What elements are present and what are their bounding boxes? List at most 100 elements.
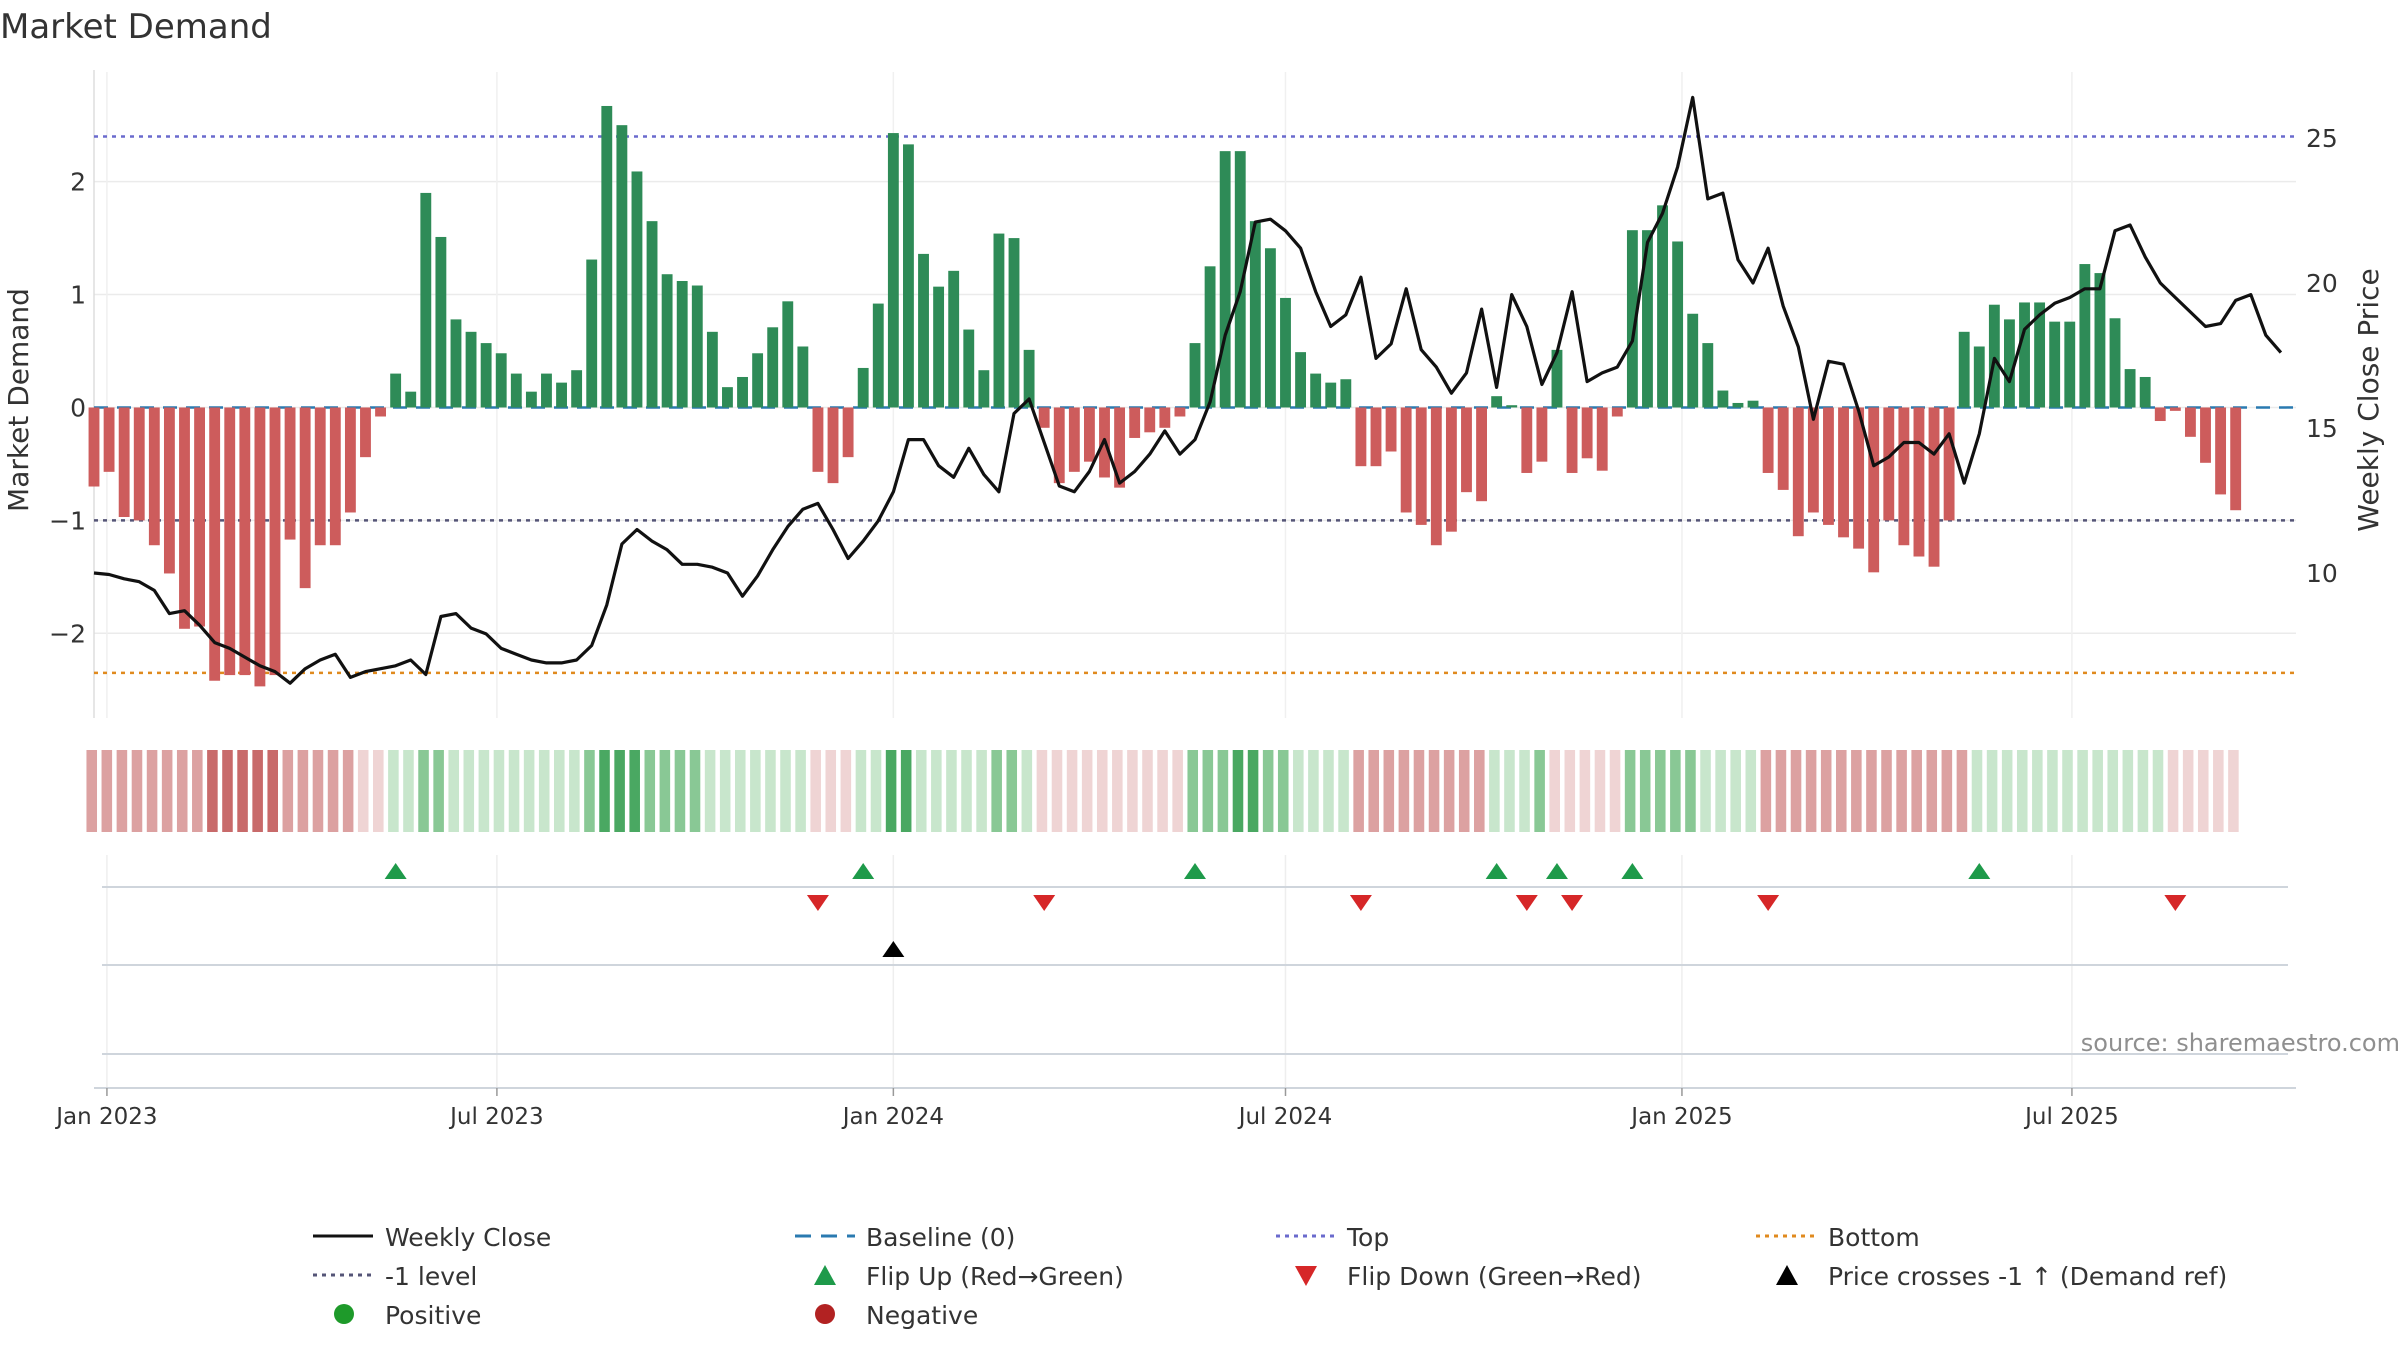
demand-bar	[1249, 221, 1261, 408]
demand-bar	[1461, 407, 1472, 493]
demand-bar	[963, 329, 975, 408]
demand-bar	[1144, 407, 1156, 433]
heat-cell	[161, 750, 173, 832]
heat-cell	[1066, 750, 1078, 832]
heat-cell	[644, 750, 656, 832]
heat-cell	[1217, 750, 1229, 832]
demand-bar	[2109, 318, 2121, 408]
demand-bar	[812, 407, 824, 472]
legend-weekly-close: Weekly Close	[385, 1223, 551, 1252]
demand-bar	[2019, 302, 2030, 408]
heat-cell	[297, 750, 309, 832]
heat-cell	[584, 750, 595, 832]
demand-bar	[254, 407, 266, 687]
heat-cell	[2182, 750, 2194, 832]
demand-bar	[782, 301, 794, 408]
demand-bar	[586, 259, 598, 408]
heat-cell	[403, 750, 414, 832]
heat-cell	[1971, 750, 1983, 832]
heat-cell	[599, 750, 610, 832]
heat-cell	[267, 750, 279, 832]
heat-cell	[327, 750, 339, 832]
demand-bar	[978, 370, 990, 408]
demand-bar	[1672, 241, 1684, 408]
demand-bar	[1958, 331, 1970, 408]
flip-up-marker	[1545, 863, 1568, 879]
heat-cell	[538, 750, 550, 832]
demand-bar	[918, 253, 929, 408]
heat-cell	[734, 750, 746, 832]
demand-bar	[405, 391, 417, 408]
demand-bar	[706, 331, 718, 408]
legend-flip-down: Flip Down (Green→Red)	[1347, 1262, 1642, 1291]
y2-ticks: 25 20 15 10	[2306, 124, 2338, 588]
demand-bar	[224, 407, 236, 676]
flip-up-marker	[1184, 863, 1206, 879]
y-tick-label: 1	[70, 281, 86, 310]
demand-bar	[1008, 238, 1020, 408]
heat-cell	[342, 750, 354, 832]
demand-bar	[1023, 349, 1035, 408]
demand-bar	[541, 373, 552, 408]
x-tick-label: Jul 2024	[1237, 1104, 1333, 1130]
demand-bar	[1204, 266, 1216, 408]
heat-cell	[1308, 750, 1319, 832]
heat-cell	[1609, 750, 1621, 832]
demand-bar	[616, 125, 628, 408]
x-ticks: Jan 2023 Jul 2023 Jan 2024 Jul 2024 Jan 2025…	[54, 1087, 2296, 1130]
legend-bottom: Bottom	[1828, 1223, 1920, 1252]
heat-cell	[2062, 750, 2073, 832]
heat-cell	[1534, 750, 1545, 832]
heat-cell	[2016, 750, 2028, 832]
heat-cell	[493, 750, 505, 832]
demand-bar	[571, 370, 583, 408]
heat-cell	[1187, 750, 1199, 832]
demand-bar	[1114, 407, 1126, 488]
flip-down-marker	[2164, 895, 2187, 911]
demand-bar	[752, 353, 764, 408]
demand-bar	[88, 407, 100, 487]
demand-bar	[450, 319, 462, 408]
heat-cell	[1096, 750, 1108, 832]
y-tick-label: 2	[70, 168, 86, 197]
y-tick-label: 0	[70, 393, 86, 422]
demand-bar	[631, 171, 643, 408]
demand-bar	[1807, 407, 1819, 513]
demand-bar	[1370, 407, 1382, 467]
heat-cell	[1790, 750, 1802, 832]
heat-cell	[840, 750, 852, 832]
heat-cell	[2092, 750, 2103, 832]
demand-bar	[163, 407, 175, 574]
demand-bar	[1400, 407, 1412, 513]
demand-bar	[1445, 407, 1457, 532]
heat-cell	[388, 750, 399, 832]
heat-cell	[2122, 750, 2134, 832]
demand-bar	[1657, 205, 1668, 408]
y-axis-label: Market Demand	[2, 288, 35, 512]
demand-bar	[2004, 319, 2015, 408]
heat-cell	[991, 750, 1002, 832]
heat-cell	[931, 750, 942, 832]
heat-cell	[237, 750, 248, 832]
flip-down-marker	[1349, 895, 1372, 911]
x-tick-label: Jan 2023	[54, 1104, 157, 1130]
demand-bar	[1053, 407, 1065, 484]
demand-bar	[1083, 407, 1095, 462]
demand-bar	[722, 387, 733, 408]
demand-bar	[2230, 407, 2242, 511]
heat-cell	[1624, 750, 1636, 832]
heat-cell	[1835, 750, 1847, 832]
heat-cell	[2137, 750, 2149, 832]
heat-cell	[961, 750, 972, 832]
heat-cell	[1443, 750, 1455, 832]
demand-bar	[691, 285, 703, 408]
heat-cell	[1142, 750, 1153, 832]
heat-cell	[357, 750, 369, 832]
demand-bar	[1476, 407, 1487, 502]
heat-cell	[1639, 750, 1651, 832]
demand-bar	[2215, 407, 2227, 495]
y-tick-label: −1	[49, 506, 86, 535]
demand-bar	[797, 346, 809, 408]
y-tick-label: −2	[49, 619, 86, 648]
demand-bar	[1325, 382, 1337, 408]
